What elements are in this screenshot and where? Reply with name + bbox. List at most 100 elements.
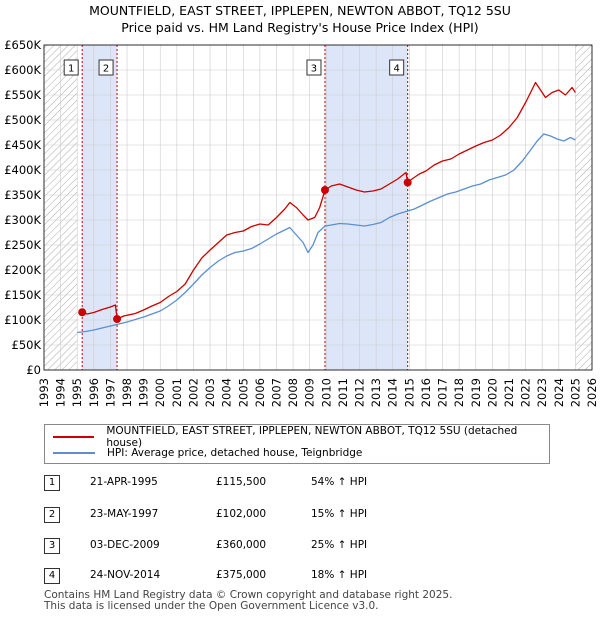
sale-hpi-change: 15% ↑ HPI [311,508,368,520]
y-tick-label: £0 [26,363,41,377]
x-tick-label: 2019 [469,378,483,407]
x-tick-label: 1996 [87,378,101,407]
hpi-line [77,133,576,334]
y-tick-label: £300K [4,213,41,227]
plot-area [44,45,592,370]
x-tick-label: 2024 [552,378,566,407]
footer-line2: This data is licensed under the Open Gov… [44,600,379,612]
y-tick-label: £200K [4,263,41,277]
x-tick-label: 2023 [535,378,549,407]
y-tick-label: £500K [4,113,41,127]
x-tick-label: 2017 [436,378,450,407]
x-tick-label: 2002 [186,378,200,407]
shaded-period [82,45,118,370]
chart-title-line2: Price paid vs. HM Land Registry's House … [121,20,479,35]
x-tick-label: 2006 [253,378,267,407]
legend-item-hpi: HPI: Average price, detached house, Teig… [53,445,362,461]
sale-date: 03-DEC-2009 [90,539,160,551]
x-tick-label: 1995 [70,378,84,407]
sale-point [403,178,412,187]
legend-label-hpi: HPI: Average price, detached house, Teig… [107,447,363,459]
x-tick-label: 2012 [353,378,367,407]
x-tick-label: 1999 [137,378,151,407]
price-chart: 1 2 3 4 £0 £50K £100K £150K £200K £250K £300K £350… [4,38,599,407]
sale-date: 24-NOV-2014 [90,569,161,581]
sale-price: £102,000 [216,508,267,520]
sale-label-text: 3 [311,64,317,75]
x-tick-label: 2010 [319,378,333,407]
x-tick-label: 2025 [568,378,582,407]
y-tick-label: £650K [4,38,41,52]
sale-row: 1 21-APR-1995 £115,500 54% ↑ HPI [44,475,444,491]
footer-line1: Contains HM Land Registry data © Crown c… [44,589,453,601]
sale-number-badge: 2 [44,507,60,523]
sale-label-box [63,59,79,76]
y-tick-label: £600K [4,63,41,77]
shaded-period [324,45,408,370]
footer-attribution: Contains HM Land Registry data © Crown c… [44,590,452,612]
x-tick-label: 2016 [419,378,433,407]
x-tick-label: 2015 [402,378,416,407]
x-tick-label: 2011 [336,378,350,407]
sale-label-text: 2 [103,64,109,75]
sale-price: £375,000 [216,569,267,581]
sale-number-badge: 3 [44,538,60,554]
sale-date: 21-APR-1995 [90,476,158,488]
sale-label-box [389,59,405,76]
x-tick-label: 1997 [103,378,117,407]
sale-row: 3 03-DEC-2009 £360,000 25% ↑ HPI [44,538,444,554]
y-tick-label: £100K [4,313,41,327]
x-tick-label: 1994 [54,378,68,407]
y-tick-label: £150K [4,288,41,302]
legend-swatch-property [53,436,95,438]
chart-legend: MOUNTFIELD, EAST STREET, IPPLEPEN, NEWTO… [44,424,550,464]
sale-hpi-change: 18% ↑ HPI [311,569,368,581]
legend-swatch-hpi [53,452,95,454]
sale-point [78,308,87,317]
sale-row: 2 23-MAY-1997 £102,000 15% ↑ HPI [44,507,444,523]
x-tick-label: 2001 [170,378,184,407]
x-tick-label: 2021 [502,378,516,407]
x-tick-label: 2005 [236,378,250,407]
sale-date: 23-MAY-1997 [90,508,159,520]
y-tick-label: £400K [4,163,41,177]
x-tick-label: 2008 [286,378,300,407]
sale-row: 4 24-NOV-2014 £375,000 18% ↑ HPI [44,568,444,584]
sale-price: £360,000 [216,539,267,551]
x-tick-label: 2009 [303,378,317,407]
x-tick-label: 2000 [153,378,167,407]
x-tick-label: 2003 [203,378,217,407]
sale-hpi-change: 25% ↑ HPI [311,539,368,551]
y-tick-label: £50K [12,338,42,352]
hatched-region [575,45,592,370]
x-tick-label: 2026 [585,378,599,407]
x-tick-label: 2013 [369,378,383,407]
x-tick-label: 1998 [120,378,134,407]
x-tick-label: 2014 [386,378,400,407]
chart-title: MOUNTFIELD, EAST STREET, IPPLEPEN, NEWTO… [0,2,600,36]
sale-label-box [306,59,322,76]
x-tick-label: 2020 [485,378,499,407]
legend-label-property: MOUNTFIELD, EAST STREET, IPPLEPEN, NEWTO… [106,425,518,449]
y-tick-label: £250K [4,238,41,252]
sale-number-badge: 4 [44,568,60,584]
y-tick-label: £550K [4,88,41,102]
sale-number-badge: 1 [44,475,60,491]
x-tick-label: 2004 [220,378,234,407]
y-tick-label: £350K [4,188,41,202]
x-tick-label: 2007 [269,378,283,407]
x-tick-label: 2018 [452,378,466,407]
sale-hpi-change: 54% ↑ HPI [311,476,368,488]
x-tick-label: 1993 [37,378,51,407]
x-tick-label: 2022 [519,378,533,407]
property-price-line [81,81,576,320]
sale-price: £115,500 [216,476,267,488]
sale-point [113,315,122,323]
sale-label-text: 4 [393,64,399,75]
chart-title-line1: MOUNTFIELD, EAST STREET, IPPLEPEN, NEWTO… [89,3,511,18]
sale-label-box [98,59,114,76]
sale-label-text: 1 [68,64,74,75]
sale-point [320,186,329,194]
y-tick-label: £450K [4,138,41,152]
plot-frame [43,44,593,371]
